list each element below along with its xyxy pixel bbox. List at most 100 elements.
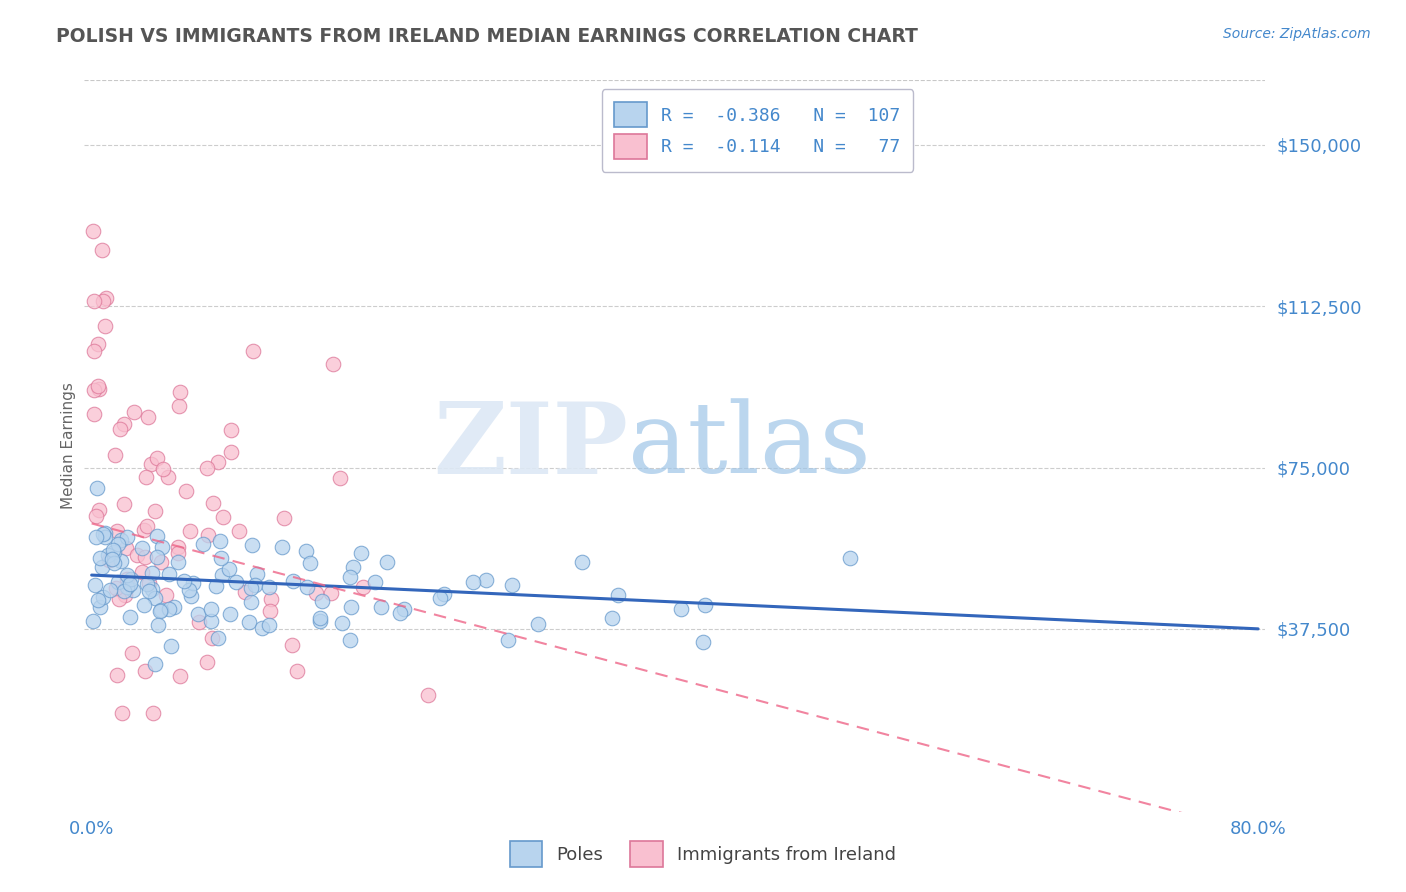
Point	[105, 524, 128, 539]
Point	[309, 615, 332, 629]
Point	[330, 616, 353, 631]
Point	[146, 528, 169, 542]
Point	[526, 616, 548, 631]
Point	[86, 378, 108, 392]
Point	[607, 588, 630, 602]
Point	[339, 599, 361, 614]
Point	[259, 604, 281, 618]
Point	[117, 568, 139, 582]
Point	[110, 554, 132, 568]
Point	[207, 455, 229, 469]
Point	[104, 449, 127, 463]
Point	[91, 560, 114, 574]
Point	[122, 405, 145, 419]
Point	[270, 540, 292, 554]
Point	[112, 584, 135, 599]
Point	[120, 577, 142, 591]
Point	[474, 573, 496, 587]
Point	[87, 503, 110, 517]
Point	[122, 582, 145, 597]
Point	[150, 556, 173, 570]
Point	[281, 638, 304, 652]
Point	[83, 407, 105, 421]
Point	[197, 655, 219, 669]
Point	[112, 497, 135, 511]
Text: atlas: atlas	[627, 398, 870, 494]
Point	[89, 599, 111, 614]
Point	[200, 602, 222, 616]
Point	[389, 606, 412, 620]
Point	[136, 577, 159, 591]
Point	[169, 669, 191, 683]
Point	[212, 510, 235, 524]
Point	[87, 383, 110, 397]
Point	[134, 664, 156, 678]
Point	[228, 524, 250, 539]
Point	[115, 572, 138, 586]
Point	[143, 657, 166, 672]
Point	[157, 602, 180, 616]
Point	[173, 574, 195, 588]
Point	[146, 618, 169, 632]
Point	[100, 552, 122, 566]
Point	[115, 530, 138, 544]
Point	[257, 580, 280, 594]
Point	[193, 537, 215, 551]
Point	[120, 572, 142, 586]
Point	[200, 614, 222, 628]
Point	[187, 607, 209, 621]
Point	[134, 470, 156, 484]
Point	[82, 614, 104, 628]
Point	[180, 589, 202, 603]
Point	[84, 509, 107, 524]
Point	[238, 615, 260, 629]
Point	[342, 560, 364, 574]
Point	[339, 570, 361, 584]
Point	[94, 291, 117, 305]
Point	[242, 344, 264, 359]
Point	[167, 546, 190, 560]
Point	[252, 621, 274, 635]
Point	[501, 578, 523, 592]
Point	[350, 546, 373, 560]
Point	[197, 528, 219, 542]
Point	[83, 343, 105, 358]
Point	[138, 409, 160, 424]
Point	[285, 665, 308, 679]
Point	[142, 706, 165, 720]
Point	[260, 592, 283, 607]
Y-axis label: Median Earnings: Median Earnings	[60, 383, 76, 509]
Point	[143, 504, 166, 518]
Point	[299, 556, 322, 570]
Point	[103, 542, 125, 557]
Point	[195, 460, 218, 475]
Point	[167, 399, 190, 413]
Point	[221, 445, 243, 459]
Point	[103, 556, 125, 570]
Point	[87, 337, 110, 351]
Point	[118, 609, 141, 624]
Point	[174, 483, 197, 498]
Point	[132, 523, 155, 537]
Point	[392, 602, 415, 616]
Point	[181, 576, 204, 591]
Point	[86, 481, 108, 495]
Point	[105, 668, 128, 682]
Point	[207, 632, 229, 646]
Point	[187, 615, 209, 629]
Point	[364, 574, 387, 589]
Point	[108, 592, 131, 607]
Point	[311, 594, 333, 608]
Point	[157, 470, 180, 484]
Point	[218, 561, 240, 575]
Point	[94, 318, 117, 333]
Text: POLISH VS IMMIGRANTS FROM IRELAND MEDIAN EARNINGS CORRELATION CHART: POLISH VS IMMIGRANTS FROM IRELAND MEDIAN…	[56, 27, 918, 45]
Point	[671, 602, 693, 616]
Point	[97, 549, 120, 563]
Point	[115, 541, 138, 555]
Point	[160, 639, 183, 653]
Point	[201, 496, 224, 510]
Legend: Poles, Immigrants from Ireland: Poles, Immigrants from Ireland	[502, 834, 904, 874]
Point	[322, 357, 344, 371]
Point	[375, 555, 398, 569]
